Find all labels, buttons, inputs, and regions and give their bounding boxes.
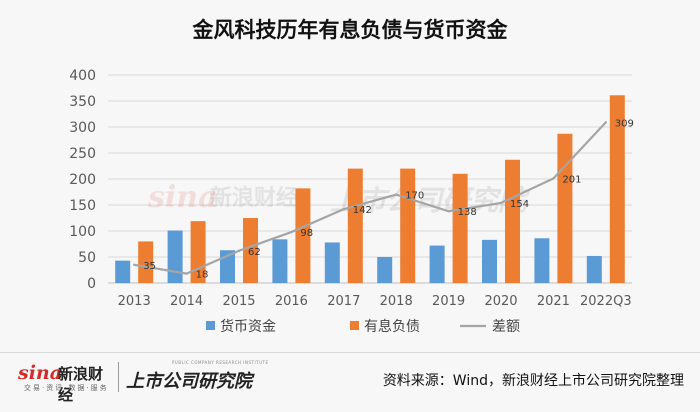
bar-debt xyxy=(347,168,363,283)
difference-point xyxy=(604,121,607,124)
difference-data-label: 138 xyxy=(458,207,477,218)
sina-logo-word: sina xyxy=(18,362,63,384)
difference-data-label: 142 xyxy=(353,205,372,216)
bar-cash xyxy=(377,257,393,283)
y-tick-label: 300 xyxy=(69,120,96,136)
bar-cash xyxy=(272,239,288,283)
y-tick-label: 50 xyxy=(78,250,96,266)
x-tick-label: 2013 xyxy=(118,294,151,309)
sina-logo-cn: 新浪财经 xyxy=(58,365,104,404)
watermark-sina-cn: 新浪财经 xyxy=(210,185,298,211)
watermark-sina-word: sina xyxy=(147,180,218,215)
sina-finance-logo: sina 新浪财经 交易·资讯·数据·服务 xyxy=(18,362,114,404)
bar-debt xyxy=(557,133,573,283)
y-tick-label: 400 xyxy=(69,68,96,84)
research-logo-cn: 上市公司研究院 xyxy=(126,371,252,392)
x-tick-label: 2015 xyxy=(222,294,255,309)
bar-debt xyxy=(609,95,625,283)
y-tick-label: 200 xyxy=(69,172,96,188)
bar-debt xyxy=(452,173,468,283)
source-note: 资料来源：Wind，新浪财经上市公司研究院整理 xyxy=(382,373,684,389)
logo-separator xyxy=(118,362,119,392)
bar-cash xyxy=(167,230,183,283)
x-tick-label: 2016 xyxy=(275,294,308,309)
difference-data-label: 154 xyxy=(510,199,529,210)
difference-data-label: 98 xyxy=(300,228,313,239)
footer-divider xyxy=(0,352,700,353)
difference-data-label: 170 xyxy=(405,191,424,202)
x-tick-label: 2014 xyxy=(170,294,203,309)
y-tick-label: 100 xyxy=(69,224,96,240)
watermark-research-cn: 上市公司研究院 xyxy=(330,184,531,217)
bar-debt xyxy=(295,188,311,283)
bar-debt xyxy=(138,241,154,283)
difference-point xyxy=(395,193,398,196)
difference-point xyxy=(237,249,241,252)
y-tick-label: 350 xyxy=(69,94,96,110)
y-tick-label: 0 xyxy=(87,276,96,292)
difference-point xyxy=(499,201,503,205)
difference-data-label: 62 xyxy=(248,247,261,258)
legend-label: 货币资金 xyxy=(220,318,276,335)
x-tick-label: 2019 xyxy=(432,294,465,309)
bar-cash xyxy=(115,260,131,283)
bar-cash xyxy=(429,245,445,283)
difference-data-label: 309 xyxy=(615,118,634,129)
difference-point xyxy=(133,263,136,266)
difference-data-label: 35 xyxy=(143,261,156,272)
sina-logo-sub: 交易·资讯·数据·服务 xyxy=(24,384,109,392)
difference-point xyxy=(447,210,450,213)
difference-data-label: 201 xyxy=(562,174,581,185)
research-institute-logo: PUBLIC COMPANY RESEARCH INSTITUTE 上市公司研究… xyxy=(126,360,268,394)
difference-point xyxy=(342,207,345,211)
x-tick-label: 2021 xyxy=(537,294,570,309)
bar-debt xyxy=(505,159,520,283)
difference-point xyxy=(552,177,555,180)
bar-cash xyxy=(482,239,497,283)
chart-title: 金风科技历年有息负债与货币资金 xyxy=(192,18,508,42)
research-logo-en: PUBLIC COMPANY RESEARCH INSTITUTE xyxy=(172,360,269,365)
difference-data-label: 18 xyxy=(196,270,209,281)
x-tick-label: 2020 xyxy=(484,294,517,309)
difference-point xyxy=(290,230,293,234)
bar-cash xyxy=(586,255,602,283)
bar-cash xyxy=(324,242,340,283)
y-tick-label: 150 xyxy=(69,198,96,214)
legend-label: 差额 xyxy=(492,319,520,335)
difference-line xyxy=(134,121,607,275)
x-tick-label: 2022Q3 xyxy=(580,294,632,309)
bar-debt xyxy=(400,168,416,283)
y-tick-label: 250 xyxy=(69,146,96,162)
difference-point xyxy=(185,272,188,275)
legend-swatch xyxy=(206,321,215,330)
x-tick-label: 2018 xyxy=(380,294,413,309)
x-tick-label: 2017 xyxy=(327,294,360,309)
bar-cash xyxy=(534,238,550,283)
legend-label: 有息负债 xyxy=(364,318,420,335)
bar-debt xyxy=(243,218,258,283)
legend-swatch xyxy=(350,321,359,330)
